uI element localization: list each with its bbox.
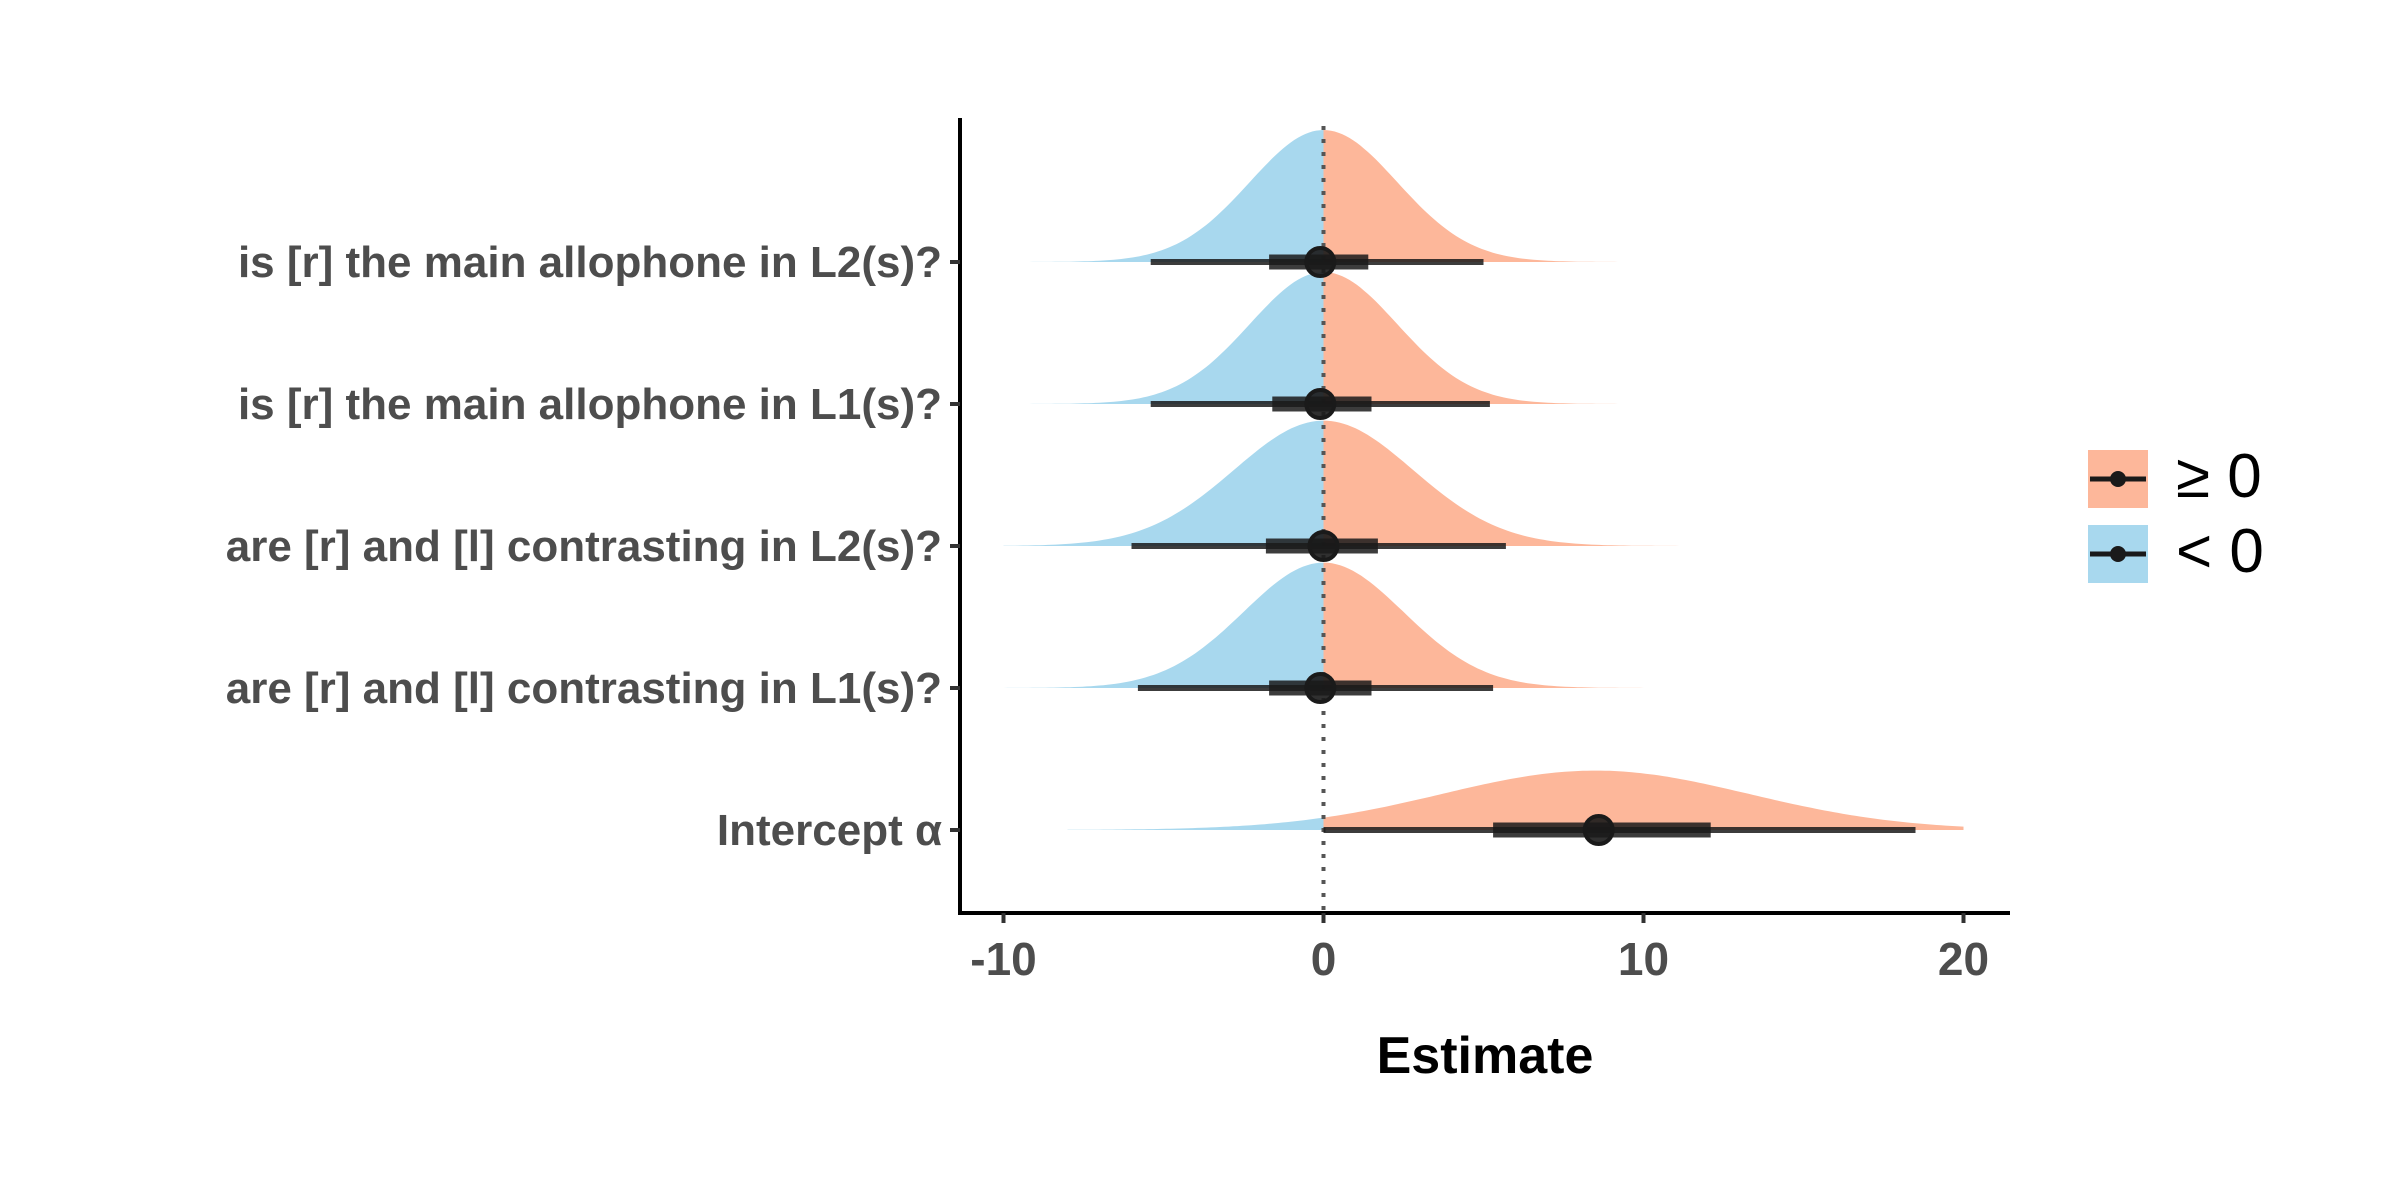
density-negative-4 xyxy=(1067,817,1324,830)
y-tick-label-4: Intercept α xyxy=(717,806,942,855)
density-negative-3 xyxy=(1003,562,1324,688)
x-axis-title: Estimate xyxy=(1377,1027,1594,1085)
density-negative-0 xyxy=(1003,130,1324,262)
density-negative-2 xyxy=(1003,420,1324,546)
density-positive-0 xyxy=(1323,130,1740,262)
median-point-1 xyxy=(1304,388,1337,420)
density-positive-3 xyxy=(1323,562,1836,688)
y-tick-label-2: are [r] and [l] contrasting in L2(s)? xyxy=(226,522,942,571)
median-point-0 xyxy=(1304,246,1337,278)
y-tick-label-0: is [r] the main allophone in L2(s)? xyxy=(238,238,942,287)
y-tick-label-1: is [r] the main allophone in L1(s)? xyxy=(238,380,942,429)
density-layer xyxy=(1003,130,1964,830)
interval-layer xyxy=(1131,246,1916,846)
x-tick-label-0: -10 xyxy=(970,933,1036,985)
legend-label-positive: ≥ 0 xyxy=(2176,442,2262,511)
x-tick-label-3: 20 xyxy=(1938,933,1989,985)
legend-point-negative xyxy=(2110,546,2126,562)
x-tick-label-2: 10 xyxy=(1618,933,1669,985)
density-negative-1 xyxy=(1003,272,1324,404)
legend-point-positive xyxy=(2110,471,2126,487)
median-point-3 xyxy=(1304,672,1337,704)
x-axis: -10 0 10 20 xyxy=(970,913,1989,985)
density-positive-2 xyxy=(1323,420,1804,546)
median-point-4 xyxy=(1582,814,1615,846)
density-positive-1 xyxy=(1323,272,1740,404)
median-point-2 xyxy=(1307,530,1340,562)
density-positive-4 xyxy=(1323,770,1964,830)
y-axis: is [r] the main allophone in L2(s)? is [r… xyxy=(226,238,960,855)
legend: ≥ 0< 0 xyxy=(2088,442,2264,586)
y-tick-label-3: are [r] and [l] contrasting in L1(s)? xyxy=(226,664,942,713)
legend-label-negative: < 0 xyxy=(2176,517,2264,586)
x-tick-label-1: 0 xyxy=(1311,933,1337,985)
